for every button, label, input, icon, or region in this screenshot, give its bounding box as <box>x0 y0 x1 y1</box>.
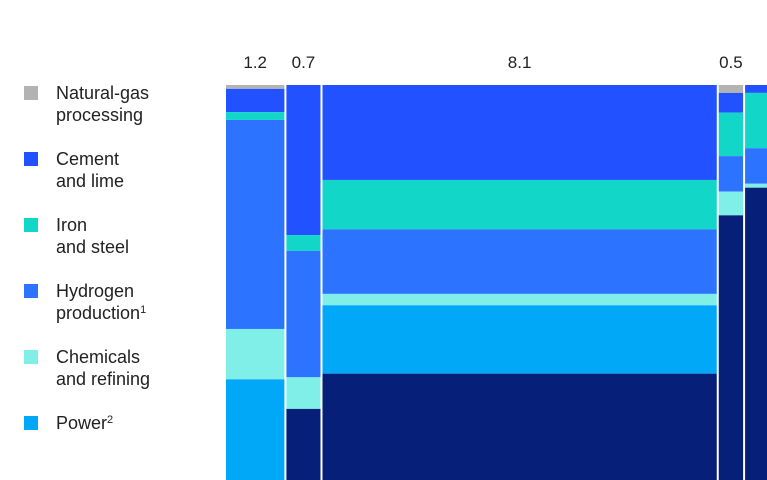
legend-label-line: Power2 <box>56 412 113 434</box>
legend-swatch <box>24 350 38 364</box>
legend-label-text: production <box>56 303 141 323</box>
legend-swatch <box>24 218 38 232</box>
legend-swatch <box>24 152 38 166</box>
legend-item-natural-gas: Natural-gas processing <box>24 82 214 148</box>
legend-item-power: Power2 <box>24 412 214 478</box>
legend-label-line: processing <box>56 105 144 125</box>
legend-label: Power2 <box>56 412 113 434</box>
segment-col3-series1 <box>718 92 744 113</box>
legend-label-text: Power <box>56 413 108 433</box>
segment-col3-series3 <box>718 156 744 192</box>
legend-label-line: and steel <box>56 237 130 257</box>
segment-col1-series3 <box>286 250 321 378</box>
column-value-label: 0.5 <box>719 53 743 72</box>
legend-swatch <box>24 284 38 298</box>
segment-col0-series5 <box>226 379 285 480</box>
segment-col1-series6 <box>286 408 321 480</box>
legend-item-hydrogen: Hydrogen production1 <box>24 280 214 346</box>
column-value-label: 8.1 <box>508 53 532 72</box>
legend-label-line: and refining <box>56 369 151 389</box>
segment-col2-series2 <box>322 179 717 230</box>
legend-label-line: Natural-gas <box>56 83 150 103</box>
legend-label-line: production1 <box>56 302 146 324</box>
segment-col4-series3 <box>745 148 767 184</box>
segment-col4-series6 <box>745 187 767 480</box>
segment-col1-series4 <box>286 377 321 409</box>
legend-item-cement: Cement and lime <box>24 148 214 214</box>
legend-label: Hydrogen production1 <box>56 280 146 324</box>
column-value-label: 1.2 <box>243 53 267 72</box>
legend-item-iron-steel: Iron and steel <box>24 214 214 280</box>
legend-swatch <box>24 416 38 430</box>
segment-col0-series1 <box>226 88 285 113</box>
legend-label-line: and lime <box>56 171 125 191</box>
segment-col4-series4 <box>745 183 767 188</box>
segment-col2-series3 <box>322 229 717 294</box>
legend-label-line: Cement <box>56 149 120 169</box>
segment-col3-series4 <box>718 191 744 216</box>
segment-col1-series1 <box>286 85 321 236</box>
legend-item-chemicals: Chemicals and refining <box>24 346 214 412</box>
segment-col0-series4 <box>226 328 285 380</box>
legend-swatch <box>24 86 38 100</box>
legend-label: Chemicals and refining <box>56 346 150 390</box>
segment-col4-series2 <box>745 92 767 149</box>
legend-label-line: Iron <box>56 215 88 235</box>
legend-label: Natural-gas processing <box>56 82 149 126</box>
segment-col0-series3 <box>226 119 285 329</box>
segment-col2-series5 <box>322 305 717 374</box>
segment-col0-series0 <box>226 85 285 89</box>
segment-col2-series4 <box>322 293 717 306</box>
segment-col3-series6 <box>718 215 744 480</box>
segment-col0-series2 <box>226 112 285 120</box>
chart-legend: Natural-gas processing Cement and lime I… <box>24 82 214 478</box>
segment-col3-series0 <box>718 85 744 93</box>
legend-footnote-mark: 1 <box>140 304 147 316</box>
legend-footnote-mark: 2 <box>107 414 114 426</box>
segment-col1-series2 <box>286 235 321 251</box>
legend-label: Iron and steel <box>56 214 129 258</box>
legend-label: Cement and lime <box>56 148 124 192</box>
legend-label-line: Hydrogen <box>56 281 135 301</box>
column-value-label: 0.7 <box>292 53 316 72</box>
segment-col2-series6 <box>322 373 717 480</box>
segment-col2-series1 <box>322 85 717 180</box>
segment-col4-series1 <box>745 85 767 93</box>
segment-col3-series2 <box>718 112 744 157</box>
legend-label-line: Chemicals <box>56 347 141 367</box>
